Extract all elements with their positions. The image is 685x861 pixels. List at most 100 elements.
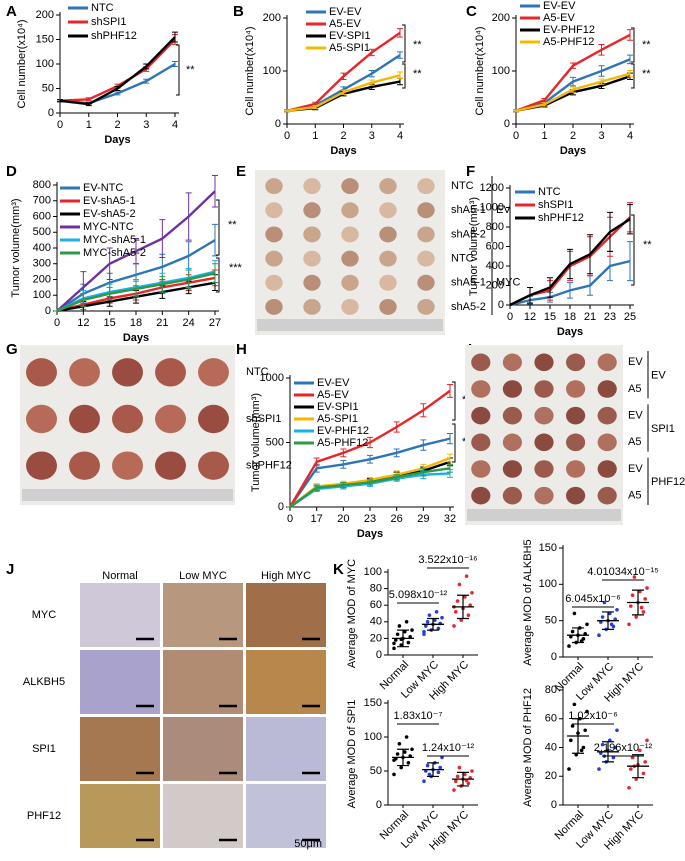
x-tick-label: 3	[598, 130, 604, 142]
significance-bracket	[216, 199, 220, 256]
ruler	[22, 489, 233, 501]
data-point	[609, 622, 614, 627]
significance-bracket	[631, 63, 635, 89]
ruler	[257, 319, 443, 331]
y-tick-label: 100	[539, 578, 557, 590]
y-tick-label: 200	[486, 279, 504, 291]
ihc-image	[246, 583, 326, 647]
ihc-image	[246, 717, 326, 781]
y-axis-label: Cell number(x10⁴)	[244, 26, 256, 115]
row-label: EV	[628, 463, 643, 475]
tumor	[534, 486, 554, 505]
y-tick-label: 200	[36, 9, 54, 21]
row-label: EV	[628, 356, 643, 368]
legend-label: NTC	[538, 186, 561, 198]
data-point	[611, 755, 616, 760]
tumor	[265, 226, 283, 243]
tumor	[341, 274, 359, 291]
legend-label: EV-shA5-1	[83, 195, 136, 207]
annotation: **	[642, 39, 651, 51]
series-line	[56, 190, 216, 312]
ihc-image	[80, 784, 160, 848]
tumor	[534, 460, 554, 478]
data-point	[615, 607, 619, 612]
significance-bracket	[402, 24, 406, 63]
y-tick-label: 0	[498, 299, 504, 311]
ihc-image	[163, 717, 243, 781]
x-tick-label: 15	[544, 311, 556, 323]
sd-bar	[427, 617, 439, 631]
y-tick-label: 40	[545, 741, 557, 753]
y-tick-label: 800	[486, 221, 504, 233]
annotation: ***	[229, 262, 243, 274]
tumor	[303, 178, 321, 195]
y-tick-label: 0	[376, 649, 382, 661]
x-tick-label: 4	[627, 130, 633, 142]
sd-bar	[397, 629, 409, 648]
tumor	[379, 202, 397, 219]
data-point	[455, 774, 460, 779]
tumor	[471, 353, 491, 372]
x-tick-label: 17	[311, 513, 323, 525]
data-point	[597, 633, 601, 637]
sd-bar	[602, 611, 614, 630]
tumor	[597, 433, 617, 452]
legend-label: A5-PHF12	[543, 36, 594, 48]
data-point	[597, 767, 601, 771]
data-point	[600, 615, 605, 619]
x-tick-label: 26	[391, 513, 403, 525]
tumor	[566, 486, 586, 505]
row-label: NTC	[451, 180, 474, 192]
tumor	[303, 202, 321, 219]
scale-bar-label: 50μm	[294, 838, 322, 850]
tumor	[379, 226, 397, 243]
x-axis-label: Days	[123, 332, 149, 344]
row-label: shA5-2	[451, 301, 486, 313]
tumor	[303, 274, 321, 291]
data-point	[455, 599, 460, 603]
data-point	[424, 624, 428, 628]
x-tick-label: 3	[143, 119, 149, 131]
y-axis-label: Average MOD of PHF12	[522, 688, 534, 807]
tumor	[379, 274, 397, 291]
tumor	[26, 358, 57, 387]
data-point	[395, 632, 400, 637]
x-tick-label: 29	[417, 513, 429, 525]
data-point	[641, 610, 646, 614]
y-tick-label: 200	[33, 273, 51, 285]
row-label: A5	[628, 383, 641, 395]
tumor	[155, 404, 186, 434]
y-tick-label: 0	[48, 107, 54, 119]
panel-letter: D	[6, 163, 17, 180]
y-tick-label: 700	[33, 195, 51, 207]
data-point	[427, 613, 432, 617]
data-point	[403, 750, 407, 754]
x-tick-label: 1	[541, 130, 547, 142]
tumor	[198, 451, 229, 480]
y-axis-label: Cell number(x10⁴)	[474, 26, 486, 115]
tumor	[112, 404, 143, 434]
x-tick-label: 2	[340, 130, 346, 142]
legend-label: EV-EV	[329, 6, 362, 18]
row-label: SPI1	[32, 743, 56, 755]
data-point	[459, 618, 464, 622]
data-point	[406, 640, 411, 645]
tumor	[417, 226, 435, 243]
data-point	[585, 622, 589, 627]
x-tick-label: 23	[604, 311, 616, 323]
y-tick-label: 200	[492, 12, 510, 24]
legend-label: EV-SPI1	[317, 401, 359, 413]
y-tick-label: 400	[33, 242, 51, 254]
data-point	[629, 767, 633, 771]
tumor	[303, 298, 321, 315]
data-point	[425, 620, 430, 624]
column-header: Low MYC	[179, 570, 227, 582]
tumor	[471, 406, 491, 425]
p-value: 3.522x10⁻¹⁶	[418, 554, 477, 566]
panel-letter: F	[466, 163, 475, 180]
y-tick-label: 150	[364, 697, 382, 709]
p-value: 1.02x10⁻⁶	[568, 710, 617, 722]
y-tick-label: 80	[545, 684, 557, 696]
legend-label: A5-PHF12	[317, 437, 368, 449]
